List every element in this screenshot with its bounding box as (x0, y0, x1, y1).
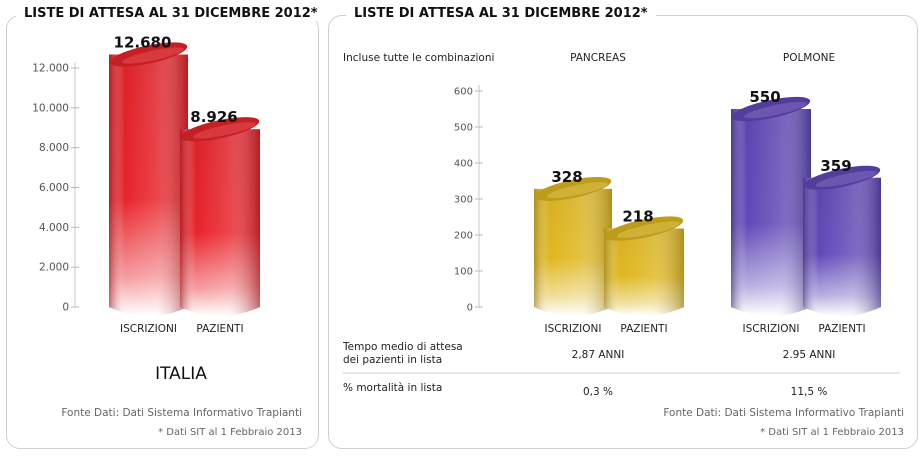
organ-subtitle: Incluse tutte le combinazioni (343, 52, 494, 64)
italia-footnote: * Dati SIT al 1 Febbraio 2013 (158, 427, 302, 438)
organ-category-label: PAZIENTI (818, 323, 865, 335)
organ-tick-label: 100 (454, 267, 473, 278)
organ-value-label: 328 (551, 168, 582, 186)
organ-tick-label: 400 (454, 159, 473, 170)
italia-category-label: PAZIENTI (196, 323, 243, 335)
organ-group-header: POLMONE (783, 52, 835, 64)
pancreas-wait-value: 2,87 ANNI (572, 349, 625, 361)
organ-value-label: 218 (622, 208, 653, 226)
italia-value-label: 12.680 (114, 33, 172, 51)
organ-value-label: 359 (820, 157, 851, 175)
polmone-mortality-value: 11,5 % (791, 386, 828, 398)
organ-source-text: Fonte Dati: Dati Sistema Informativo Tra… (663, 407, 904, 419)
italia-value-label: 8.926 (190, 108, 237, 126)
italia-tick-label: 6.000 (39, 182, 69, 194)
organ-bar-pancreas-1 (534, 176, 612, 316)
italia-tick-label: 8.000 (39, 142, 69, 154)
organ-tick-label: 300 (454, 195, 473, 206)
organ-category-label: ISCRIZIONI (545, 323, 602, 335)
italia-panel-title: LISTE DI ATTESA AL 31 DICEMBRE 2012* (16, 6, 326, 21)
organ-bar-polmone-1 (731, 96, 811, 316)
organ-panel-title: LISTE DI ATTESA AL 31 DICEMBRE 2012* (346, 6, 656, 21)
organ-bar-polmone-2 (803, 165, 881, 316)
italia-tick-label: 10.000 (32, 102, 69, 114)
italia-bar-2 (180, 117, 260, 316)
organ-group-header: PANCREAS (570, 52, 626, 64)
organ-tick-label: 500 (454, 123, 473, 134)
italia-bar-1 (109, 42, 188, 316)
wait-time-label-line2: dei pazienti in lista (343, 354, 442, 366)
italia-category-label: ISCRIZIONI (120, 323, 177, 335)
italia-region-label: ITALIA (155, 364, 207, 384)
organ-value-label: 550 (749, 88, 780, 106)
organ-bar-pancreas-2 (604, 216, 684, 316)
wait-time-label-line1: Tempo medio di attesa (342, 341, 463, 353)
pancreas-mortality-value: 0,3 % (583, 386, 613, 398)
italia-chart: 0 2.000 4.000 6.000 8.000 10.000 12.000 12.680 8… (32, 33, 260, 384)
organ-category-label: ISCRIZIONI (743, 323, 800, 335)
organ-tick-label: 600 (454, 87, 473, 98)
italia-tick-label: 2.000 (39, 262, 69, 274)
organ-category-label: PAZIENTI (620, 323, 667, 335)
italia-tick-label: 4.000 (39, 222, 69, 234)
italia-tick-label: 12.000 (32, 63, 69, 75)
mortality-label: % mortalità in lista (343, 382, 442, 394)
organ-tick-label: 200 (454, 231, 473, 242)
organ-tick-label: 0 (467, 303, 473, 314)
polmone-wait-value: 2.95 ANNI (783, 349, 836, 361)
italia-source-text: Fonte Dati: Dati Sistema Informativo Tra… (61, 407, 302, 419)
organ-footnote: * Dati SIT al 1 Febbraio 2013 (760, 427, 904, 438)
italia-tick-label: 0 (62, 302, 69, 314)
